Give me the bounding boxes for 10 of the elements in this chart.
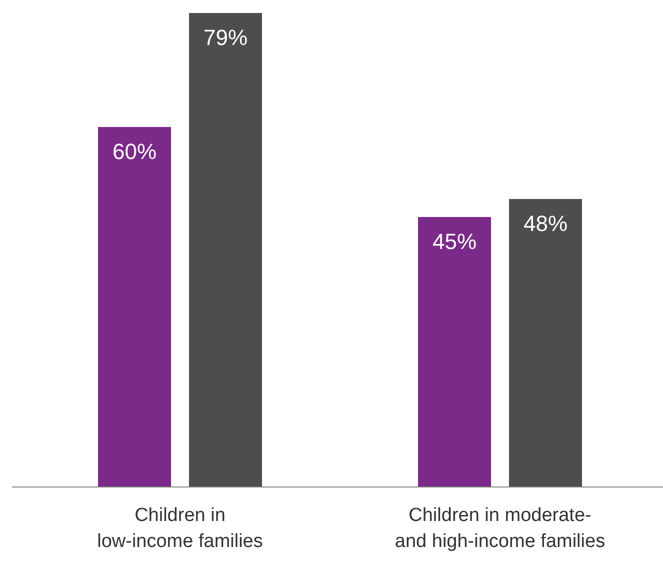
data-label: 45% (432, 229, 477, 254)
x-tick-label: Children in low-income families (97, 505, 263, 552)
bar (189, 13, 262, 487)
data-label: 48% (523, 211, 568, 236)
bar (509, 199, 582, 487)
data-label: 60% (112, 139, 157, 164)
bar (418, 217, 491, 487)
x-tick-label: Children in moderate- and high-income families (394, 505, 606, 552)
bar (98, 127, 171, 487)
data-label: 79% (203, 25, 248, 50)
